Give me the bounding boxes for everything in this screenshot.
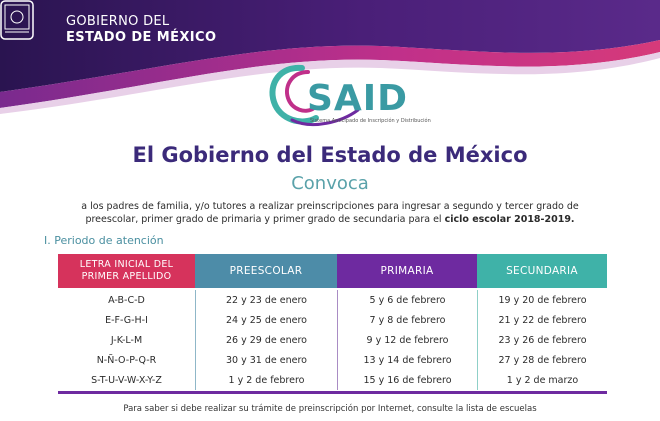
intro-paragraph: a los padres de familia, y/o tutores a r…	[47, 200, 613, 226]
intro-line-1: a los padres de familia, y/o tutores a r…	[81, 201, 579, 212]
intro-school-year: ciclo escolar 2018-2019.	[444, 214, 575, 225]
cell-preescolar: 1 y 2 de febrero	[195, 370, 337, 390]
cell-letra: E-F-G-H-I	[105, 314, 148, 326]
intro-line-2-text: preescolar, primer grado de primaria y p…	[85, 214, 445, 225]
header-letra: LETRA INICIAL DEL PRIMER APELLIDO	[58, 254, 195, 288]
cell-secundaria: 1 y 2 de marzo	[477, 370, 607, 390]
header-letra-line-2: PRIMER APELLIDO	[81, 271, 172, 282]
table-divider	[58, 391, 607, 394]
gov-line-2: ESTADO DE MÉXICO	[66, 30, 217, 45]
cell-letra: S-T-U-V-W-X-Y-Z	[91, 374, 162, 386]
cell-preescolar: 30 y 31 de enero	[195, 350, 337, 370]
cell-secundaria: 27 y 28 de febrero	[477, 350, 607, 370]
page-subtitle: Convoca	[291, 173, 369, 194]
cell-secundaria: 19 y 20 de febrero	[477, 290, 607, 310]
table-row: N-Ñ-O-P-Q-R 30 y 31 de enero 13 y 14 de …	[58, 350, 607, 370]
cell-primaria: 15 y 16 de febrero	[337, 370, 477, 390]
header-banner: GOBIERNO DEL ESTADO DE MÉXICO	[0, 0, 660, 120]
cell-letra: A-B-C-D	[108, 294, 145, 306]
government-logo-text: GOBIERNO DEL ESTADO DE MÉXICO	[66, 14, 216, 46]
state-crest-icon	[0, 0, 34, 40]
table-header-row: LETRA INICIAL DEL PRIMER APELLIDO PREESC…	[58, 254, 607, 288]
cell-letra: J-K-L-M	[110, 334, 143, 346]
header-primaria: PRIMARIA	[337, 254, 477, 288]
header-letra-line-1: LETRA INICIAL DEL	[79, 259, 174, 270]
cell-letra: N-Ñ-O-P-Q-R	[96, 354, 157, 366]
footer-note: Para saber si debe realizar su trámite d…	[123, 404, 537, 414]
said-logo-subtitle: Sistema Anticipado de Inscripción y Dist…	[310, 118, 431, 124]
table-row: E-F-G-H-I 24 y 25 de enero 7 y 8 de febr…	[58, 310, 607, 330]
said-logo-word: SAID	[307, 78, 409, 119]
table-body: A-B-C-D 22 y 23 de enero 5 y 6 de febrer…	[58, 288, 607, 390]
table-row: S-T-U-V-W-X-Y-Z 1 y 2 de febrero 15 y 16…	[58, 370, 607, 390]
header-secundaria: SECUNDARIA	[477, 254, 607, 288]
table-row: J-K-L-M 26 y 29 de enero 9 y 12 de febre…	[58, 330, 607, 350]
cell-secundaria: 23 y 26 de febrero	[477, 330, 607, 350]
schedule-table: LETRA INICIAL DEL PRIMER APELLIDO PREESC…	[58, 254, 607, 390]
cell-secundaria: 21 y 22 de febrero	[477, 310, 607, 330]
page-title: El Gobierno del Estado de México	[132, 143, 528, 167]
table-row: A-B-C-D 22 y 23 de enero 5 y 6 de febrer…	[58, 290, 607, 310]
cell-primaria: 9 y 12 de febrero	[337, 330, 477, 350]
cell-preescolar: 24 y 25 de enero	[195, 310, 337, 330]
intro-line-2: preescolar, primer grado de primaria y p…	[47, 213, 613, 226]
section-heading: I. Periodo de atención	[44, 234, 164, 247]
cell-primaria: 5 y 6 de febrero	[337, 290, 477, 310]
cell-primaria: 13 y 14 de febrero	[337, 350, 477, 370]
gov-line-1: GOBIERNO DEL	[66, 14, 170, 29]
header-wave-graphic	[0, 0, 660, 114]
cell-preescolar: 26 y 29 de enero	[195, 330, 337, 350]
cell-primaria: 7 y 8 de febrero	[337, 310, 477, 330]
header-preescolar: PREESCOLAR	[195, 254, 337, 288]
said-swirl-icon	[269, 64, 360, 127]
cell-preescolar: 22 y 23 de enero	[195, 290, 337, 310]
